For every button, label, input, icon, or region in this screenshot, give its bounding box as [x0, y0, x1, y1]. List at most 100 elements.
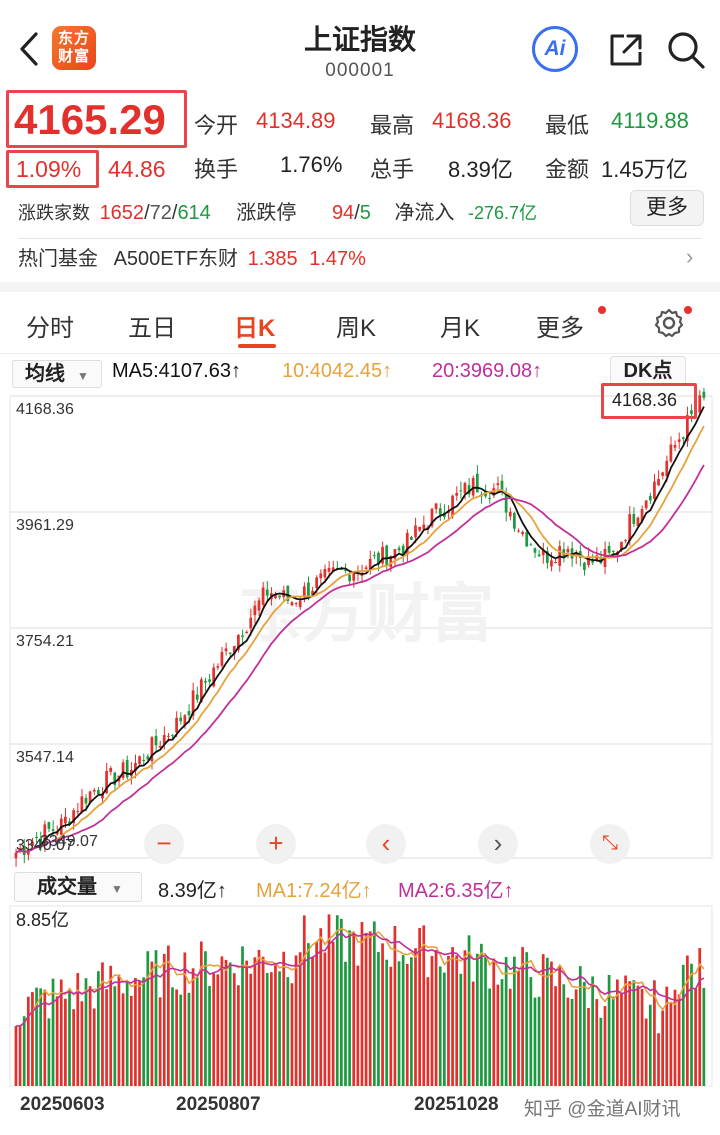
volume-bar	[599, 1017, 603, 1086]
share-icon[interactable]	[604, 28, 648, 72]
volume-bar	[146, 951, 150, 1086]
volume-indicator-selector[interactable]: 成交量 ▼	[14, 872, 142, 902]
volume-bar	[414, 948, 417, 1086]
volume-ma1-line	[16, 927, 705, 1027]
candle-body	[249, 617, 253, 629]
candle-body	[562, 549, 566, 557]
volume-bar	[47, 1018, 51, 1086]
candle-body	[459, 490, 463, 492]
ma10-line	[15, 425, 705, 854]
volume-bar	[484, 957, 487, 1086]
candle-body	[204, 680, 207, 683]
candle-body	[657, 479, 660, 486]
volume-bar	[686, 955, 689, 1086]
candle-body	[496, 483, 500, 486]
volume-bar	[183, 952, 187, 1086]
tab-five-day[interactable]: 五日	[128, 315, 176, 342]
tab-monthly-k[interactable]: 月K	[440, 315, 481, 342]
volume-bar	[620, 993, 623, 1086]
candle-body	[648, 495, 652, 501]
volume-bar	[372, 921, 376, 1086]
tab-more[interactable]: 更多	[536, 315, 584, 342]
volume-bar	[562, 984, 566, 1086]
back-arrow-icon[interactable]	[14, 30, 44, 68]
volume-bar	[249, 973, 253, 1086]
volume-bar	[319, 928, 323, 1086]
candle-body	[142, 759, 146, 761]
volume-bar	[657, 1033, 660, 1086]
volume-bar	[327, 914, 331, 1086]
watermark-logo: 东方财富	[238, 578, 494, 650]
candle-body	[307, 582, 310, 598]
chevron-right-icon[interactable]: ›	[686, 244, 694, 269]
search-icon[interactable]	[664, 28, 708, 72]
zoom-in-button[interactable]: +	[256, 824, 296, 864]
volume-bar	[570, 998, 574, 1086]
price-highlight-box	[6, 90, 187, 148]
volume-bar	[611, 996, 615, 1086]
volume-bar	[208, 985, 211, 1086]
candle-body	[385, 545, 389, 566]
volume-bar	[603, 1006, 607, 1086]
candle-body	[418, 526, 421, 531]
tab-daily-k[interactable]: 日K	[234, 315, 276, 342]
volume-bar	[698, 948, 702, 1086]
hot-fund-row[interactable]: 热门基金 A500ETF东财 1.385 1.47%	[18, 248, 366, 270]
ma5-label: MA5:4107.63↑	[112, 360, 241, 382]
candle-body	[393, 549, 397, 559]
candle-body	[302, 586, 306, 598]
scroll-left-button[interactable]: ‹	[366, 824, 406, 864]
candle-body	[31, 841, 34, 846]
volume-bar	[389, 966, 393, 1086]
volume-bar	[43, 989, 47, 1086]
volume-bar	[587, 1008, 590, 1086]
volume-bar	[360, 921, 364, 1086]
volume-bar	[265, 973, 269, 1086]
fullscreen-icon[interactable]: ⤡	[590, 824, 630, 864]
volume-bar	[22, 1016, 26, 1086]
ma-selector[interactable]: 均线 ▼	[12, 360, 102, 388]
price-axis-tick: 3961.29	[16, 517, 74, 534]
candle-body	[175, 717, 178, 733]
volume-bar	[199, 941, 203, 1086]
volume-bar	[64, 998, 67, 1086]
candle-body	[504, 494, 508, 513]
candle-body	[673, 444, 677, 448]
candle-body	[471, 477, 475, 496]
volume-bar	[294, 955, 298, 1086]
candle-body	[344, 569, 347, 571]
volume-chart[interactable]	[0, 904, 720, 1090]
more-stats-button[interactable]: 更多	[630, 190, 704, 226]
candle-body	[18, 848, 22, 850]
settings-gear-icon[interactable]	[652, 306, 686, 340]
volume-bar	[84, 978, 88, 1086]
candle-body	[84, 797, 88, 804]
volume-bar	[290, 983, 294, 1086]
candle-body	[632, 513, 636, 524]
kline-chart[interactable]: 东方财富 4168.36 3961.29 3754.21 3547.14 3340.07…	[0, 388, 720, 868]
volume-bar	[245, 960, 248, 1086]
volume-bar	[204, 951, 207, 1086]
volume-bar	[167, 945, 170, 1086]
candle-body	[368, 558, 372, 569]
stock-code: 000001	[325, 60, 395, 81]
volume-bar	[331, 941, 335, 1086]
candle-body	[702, 391, 706, 398]
candle-body	[422, 524, 426, 529]
tab-intraday[interactable]: 分时	[26, 315, 74, 342]
tab-weekly-k[interactable]: 周K	[336, 315, 377, 342]
candle-body	[35, 836, 38, 838]
candle-body	[323, 569, 327, 578]
ai-button[interactable]: Ai	[532, 26, 578, 72]
candle-body	[80, 796, 84, 813]
candle-body	[389, 556, 393, 568]
volume-bar	[566, 997, 570, 1086]
ma20-line	[15, 464, 705, 854]
candle-body	[245, 631, 248, 634]
candle-body	[134, 762, 137, 772]
candle-body	[430, 508, 434, 527]
zoom-out-button[interactable]: −	[144, 824, 184, 864]
candle-body	[340, 569, 343, 571]
scroll-right-button[interactable]: ›	[478, 824, 518, 864]
dk-point-button[interactable]: DK点	[610, 356, 686, 386]
